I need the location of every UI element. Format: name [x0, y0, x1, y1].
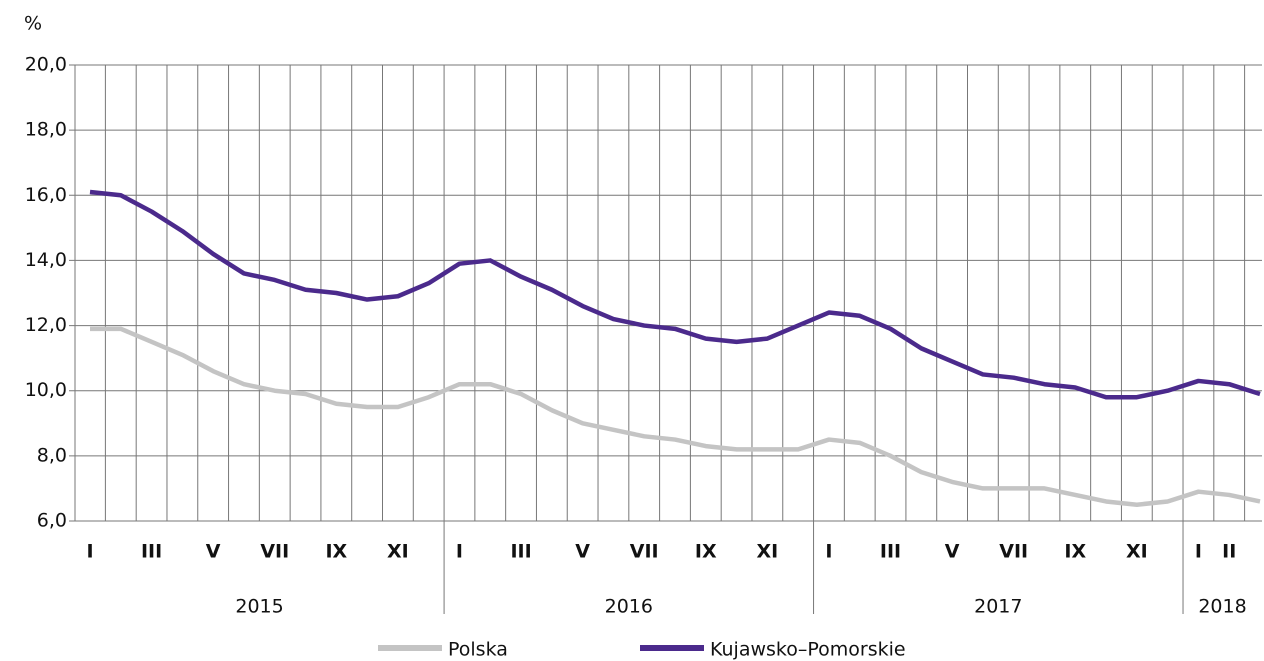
x-tick-label: VII: [260, 541, 289, 563]
x-tick-label: XI: [1126, 541, 1148, 563]
year-label: 2018: [1198, 596, 1246, 618]
series-line: [89, 189, 1261, 400]
x-tick-label: V: [206, 541, 221, 563]
x-tick-label: IX: [695, 541, 717, 563]
x-tick-label: I: [86, 541, 93, 563]
year-label: 2015: [235, 596, 283, 618]
series-line: [90, 326, 1261, 507]
x-tick-label: III: [880, 541, 901, 563]
x-tick-label: VII: [630, 541, 659, 563]
unit-label: %: [24, 13, 42, 35]
legend-label: Polska: [448, 639, 508, 661]
y-tick-label: 8,0: [37, 444, 67, 466]
x-tick-label: I: [1195, 541, 1202, 563]
legend-label: Kujawsko–Pomorskie: [710, 639, 906, 661]
year-label: 2017: [974, 596, 1022, 618]
y-tick-label: 10,0: [25, 379, 67, 401]
y-tick-label: 18,0: [25, 119, 67, 141]
x-tick-label: III: [141, 541, 162, 563]
x-tick-label: I: [825, 541, 832, 563]
x-tick-label: VII: [999, 541, 1028, 563]
year-label: 2016: [605, 596, 653, 618]
x-tick-label: II: [1222, 541, 1236, 563]
x-tick-label: IX: [1064, 541, 1086, 563]
x-tick-label: I: [456, 541, 463, 563]
y-tick-label: 12,0: [25, 314, 67, 336]
y-tick-label: 6,0: [37, 510, 67, 532]
x-tick-label: V: [945, 541, 960, 563]
x-tick-label: XI: [757, 541, 779, 563]
x-tick-label: III: [510, 541, 531, 563]
y-tick-label: 16,0: [25, 184, 67, 206]
y-tick-label: 20,0: [25, 54, 67, 76]
x-tick-label: XI: [387, 541, 409, 563]
x-tick-label: IX: [325, 541, 347, 563]
y-tick-label: 14,0: [25, 249, 67, 271]
x-tick-label: V: [575, 541, 590, 563]
